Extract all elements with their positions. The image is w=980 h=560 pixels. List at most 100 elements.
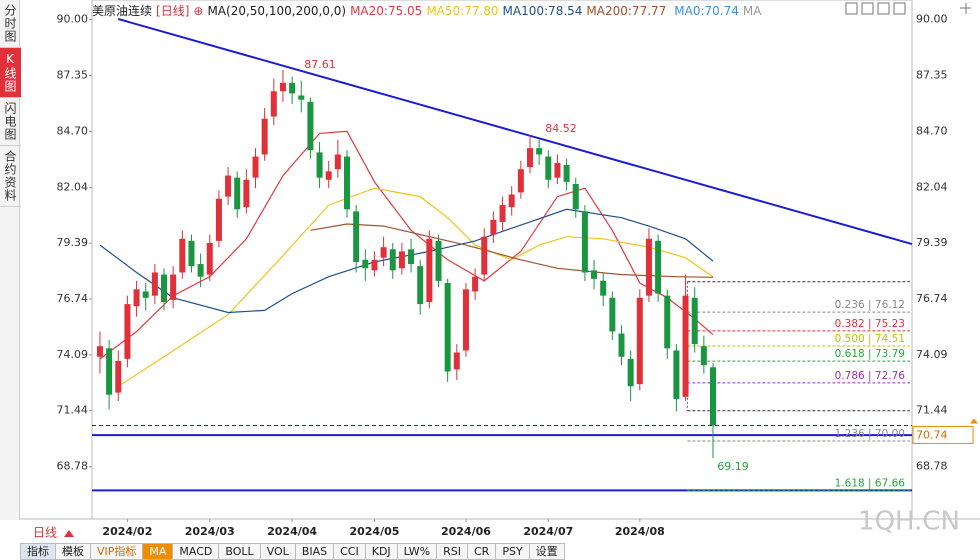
y-tick-label: 87.35 bbox=[57, 68, 89, 81]
indicator-tab[interactable]: BOLL bbox=[218, 543, 261, 560]
icon[interactable] bbox=[960, 3, 971, 14]
indicator-tab[interactable]: MA bbox=[142, 543, 174, 560]
period-arrow[interactable] bbox=[64, 530, 74, 537]
y-tick-label: 68.78 bbox=[916, 460, 948, 473]
candle-body bbox=[563, 165, 570, 182]
sidebar: 分时图 K线图 闪电图 合约资料 bbox=[0, 0, 21, 520]
candle-body bbox=[462, 289, 469, 351]
y-tick-label: 82.04 bbox=[57, 180, 89, 193]
y-tick-label: 71.44 bbox=[57, 404, 89, 417]
indicator-tab[interactable]: VOL bbox=[259, 543, 296, 560]
candle-body bbox=[380, 247, 387, 258]
candle-body bbox=[243, 179, 250, 208]
low-label: 69.19 bbox=[717, 460, 749, 473]
candle-body bbox=[627, 358, 634, 387]
y-tick-label: 87.35 bbox=[916, 68, 948, 81]
y-tick-label: 74.09 bbox=[57, 348, 89, 361]
trendline bbox=[117, 18, 913, 245]
candle-body bbox=[197, 264, 204, 277]
x-tick-label: 2024/05 bbox=[349, 525, 399, 538]
indicator: MA(20,50,100,200,0,0) bbox=[207, 4, 347, 18]
candle-body bbox=[545, 156, 552, 180]
x-tick-label: 2024/02 bbox=[102, 525, 152, 538]
side-tab[interactable]: K线图 bbox=[0, 48, 21, 98]
candle-body bbox=[444, 283, 451, 372]
candle-body bbox=[215, 198, 222, 241]
candle-body bbox=[289, 82, 296, 94]
indicator-tab[interactable]: RSI bbox=[436, 543, 468, 560]
side-tab[interactable]: 闪电图 bbox=[0, 98, 21, 146]
candle-body bbox=[417, 266, 424, 305]
indicator-tab[interactable]: PSY bbox=[495, 543, 530, 560]
legend-entry: MA50:77.80 bbox=[426, 4, 499, 18]
candle-body bbox=[700, 346, 707, 366]
x-tick-label: 2024/04 bbox=[267, 525, 317, 538]
indicator-tab[interactable]: 设置 bbox=[528, 543, 565, 560]
candle-body bbox=[691, 297, 698, 345]
side-tab[interactable]: 分时图 bbox=[0, 0, 21, 48]
candle-body bbox=[316, 152, 323, 178]
candle-body bbox=[554, 162, 561, 178]
toolbar-icons[interactable] bbox=[845, 2, 971, 15]
last-price-label: 70.74 bbox=[916, 428, 948, 441]
candle-body bbox=[124, 304, 131, 359]
candle-body bbox=[234, 177, 241, 210]
indicator-tab[interactable]: 模板 bbox=[55, 543, 91, 560]
candle-body bbox=[435, 240, 442, 281]
y-tick-label: 76.74 bbox=[57, 292, 89, 305]
side-tab[interactable]: 合约资料 bbox=[0, 146, 21, 207]
y-tick-label: 84.70 bbox=[916, 124, 948, 137]
ma-label: MA bbox=[742, 4, 762, 18]
candle-body bbox=[133, 289, 140, 307]
indicator-tab[interactable]: 指标 bbox=[20, 543, 56, 560]
candle-body bbox=[600, 280, 607, 296]
fib-label: 1.236 | 70.00 bbox=[835, 428, 905, 440]
candle-body bbox=[96, 346, 103, 357]
indicator-tab[interactable]: VIP指标 bbox=[90, 543, 144, 560]
y-tick-label: 79.39 bbox=[57, 236, 89, 249]
price-marker bbox=[970, 418, 978, 424]
candle-body bbox=[508, 194, 515, 208]
ma0-label: MA0:70.74 bbox=[674, 4, 739, 18]
y-tick-label: 79.39 bbox=[916, 236, 948, 249]
watermark: 1QH.CN bbox=[858, 507, 960, 537]
candle-body bbox=[252, 156, 259, 178]
indicator-tab[interactable]: MACD bbox=[172, 543, 220, 560]
candle-body bbox=[572, 183, 579, 210]
indicator-tab[interactable]: BIAS bbox=[294, 543, 335, 560]
icon[interactable] bbox=[845, 2, 858, 15]
candle-body bbox=[636, 297, 643, 385]
legend-entry: MA20:75.05 bbox=[350, 4, 423, 18]
period[interactable]: [日线] bbox=[156, 4, 190, 18]
candle-body bbox=[334, 154, 341, 170]
icon[interactable] bbox=[861, 2, 874, 15]
legend: MA20:75.05 MA50:77.80 MA100:78.54 MA200:77.… bbox=[350, 4, 670, 18]
period-label[interactable]: 日线 bbox=[33, 526, 57, 540]
indicator-tab[interactable]: KDJ bbox=[364, 543, 398, 560]
candle-body bbox=[188, 240, 195, 267]
candle-body bbox=[344, 156, 351, 210]
indicator-tab[interactable]: LW% bbox=[396, 543, 438, 560]
y-tick-label: 82.04 bbox=[916, 180, 948, 193]
candle-body bbox=[353, 211, 360, 262]
y-tick-label: 84.70 bbox=[57, 124, 89, 137]
icon[interactable] bbox=[893, 2, 906, 15]
x-tick-label: 2024/08 bbox=[615, 525, 665, 538]
x-tick-label: 2024/03 bbox=[185, 525, 235, 538]
indicator-tab[interactable]: CR bbox=[467, 543, 497, 560]
candle-body bbox=[591, 270, 598, 279]
candle-body bbox=[581, 211, 588, 273]
candle-body bbox=[151, 272, 158, 296]
indicator-tab[interactable]: CCI bbox=[333, 543, 366, 560]
candle-body bbox=[517, 169, 524, 193]
candle-body bbox=[142, 291, 149, 298]
candle-body bbox=[115, 360, 122, 393]
candle-body bbox=[170, 274, 177, 300]
candle-body bbox=[307, 101, 314, 151]
candle-body bbox=[371, 259, 378, 271]
candle-body bbox=[179, 238, 186, 273]
icon[interactable] bbox=[877, 2, 890, 15]
add-icon[interactable]: ⊕ bbox=[193, 4, 204, 18]
last-price-box bbox=[912, 425, 974, 444]
